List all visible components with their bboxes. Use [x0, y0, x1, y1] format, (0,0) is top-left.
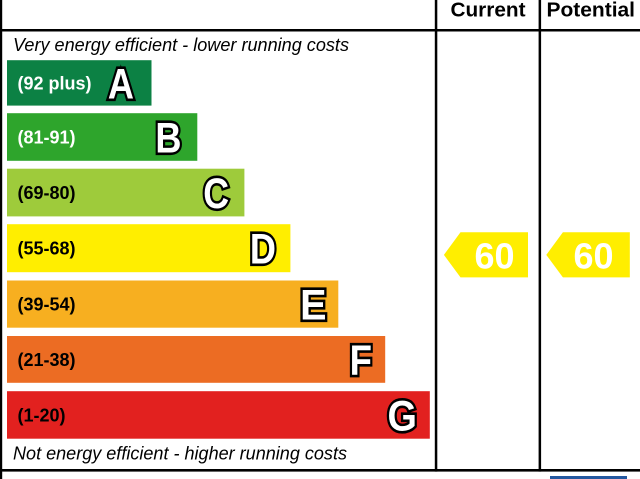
svg-text:60: 60 — [573, 236, 613, 277]
svg-text:A: A — [108, 60, 134, 108]
svg-text:Potential: Potential — [547, 0, 636, 22]
svg-text:(81-91): (81-91) — [18, 128, 76, 148]
svg-text:(55-68): (55-68) — [18, 239, 76, 259]
svg-text:(21-38): (21-38) — [18, 350, 76, 370]
svg-text:F: F — [350, 337, 372, 384]
svg-text:(92 plus): (92 plus) — [18, 73, 92, 93]
svg-text:60: 60 — [474, 236, 514, 277]
svg-text:(69-80): (69-80) — [18, 183, 76, 203]
svg-text:Very energy efficient - lower: Very energy efficient - lower running co… — [13, 35, 349, 55]
svg-text:G: G — [388, 391, 417, 440]
svg-text:(39-54): (39-54) — [18, 295, 76, 315]
svg-text:E: E — [300, 281, 326, 329]
svg-text:(1-20): (1-20) — [18, 406, 66, 426]
svg-text:Not energy efficient - higher: Not energy efficient - higher running co… — [13, 444, 347, 464]
svg-text:D: D — [250, 226, 276, 274]
svg-text:C: C — [203, 170, 229, 218]
svg-text:Current: Current — [451, 0, 526, 22]
svg-text:B: B — [155, 114, 181, 162]
